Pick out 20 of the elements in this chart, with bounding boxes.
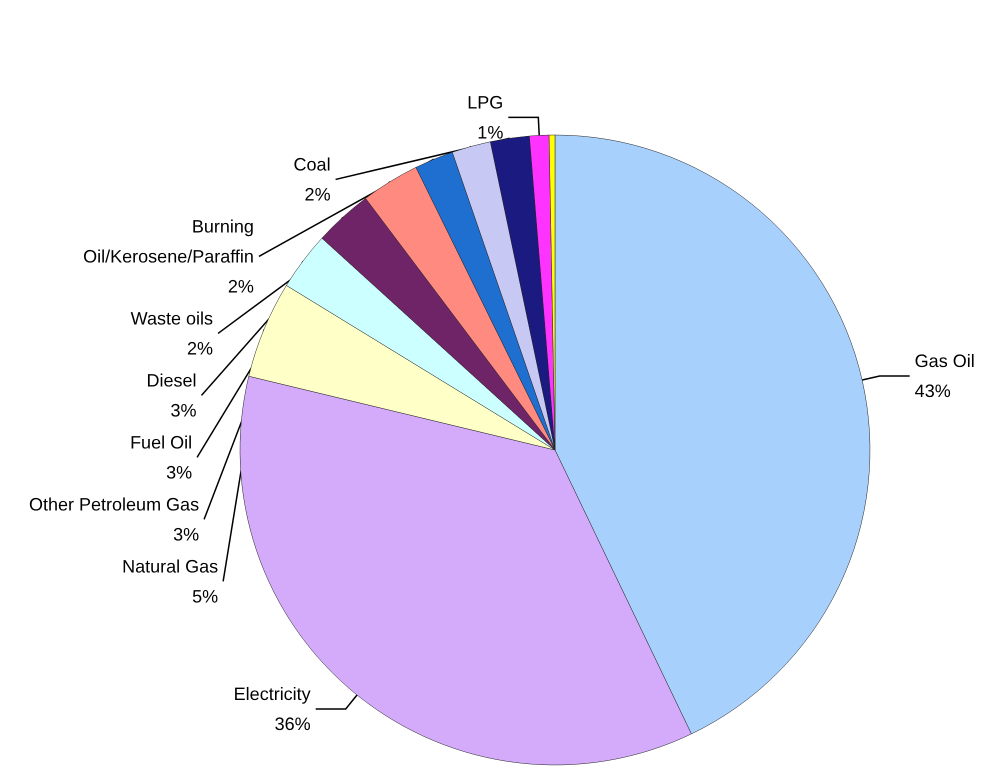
data-label: 36% [274,714,311,734]
data-label: 2% [228,276,254,296]
slice-label: Burning Oil/Kerosene/Paraffin [83,216,254,266]
slice-label: Natural Gas [122,556,218,576]
slice-label: Other Petroleum Gas [29,494,200,514]
data-label: 3% [170,400,196,420]
data-label: 3% [173,524,200,544]
slice-label: Gas Oil [914,351,975,372]
data-label: 3% [166,462,192,482]
slice-label: Coal [294,154,331,174]
data-label: 43% [914,381,951,402]
slice-label: LPG [467,92,504,112]
data-label: 2% [304,184,331,204]
slice-label: Electricity [234,684,311,704]
slice-label: Diesel [146,370,196,390]
data-label: 5% [192,586,218,606]
slice-label: Waste oils [130,308,214,328]
data-label: 1% [477,122,504,142]
slice-label: Fuel Oil [130,432,192,452]
data-label: 2% [187,338,214,358]
